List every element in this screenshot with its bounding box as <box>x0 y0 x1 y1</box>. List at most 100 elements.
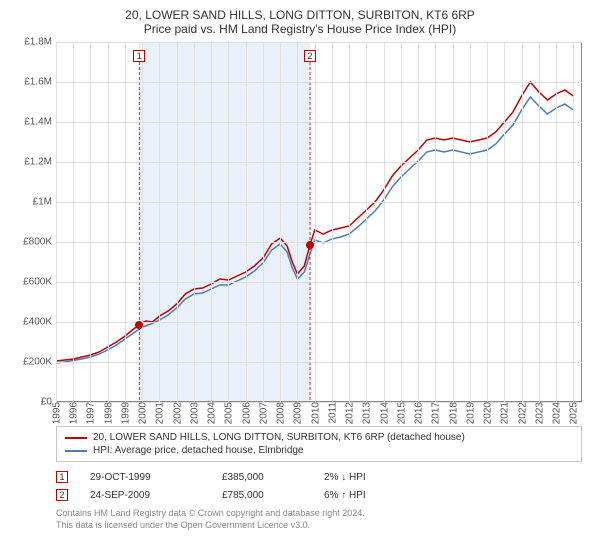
gridline-v <box>90 42 91 402</box>
gridline-v <box>366 42 367 402</box>
legend-label-series1: 20, LOWER SAND HILLS, LONG DITTON, SURBI… <box>93 432 465 443</box>
gridline-v <box>453 42 454 402</box>
gridline-v <box>573 42 574 402</box>
chart-container: 20, LOWER SAND HILLS, LONG DITTON, SURBI… <box>0 0 600 535</box>
x-axis-label: 1997 <box>84 402 97 424</box>
gridline-v <box>401 42 402 402</box>
transactions-table: 1 29-OCT-1999 £385,000 2% ↓ HPI 2 24-SEP… <box>56 468 582 504</box>
x-axis-label: 2014 <box>377 402 390 424</box>
x-axis-label: 2023 <box>532 402 545 424</box>
chart-marker-1: 1 <box>133 50 145 62</box>
gridline-v <box>504 42 505 402</box>
gridline-v <box>228 42 229 402</box>
legend-row-series2: HPI: Average price, detached house, Elmb… <box>65 444 573 457</box>
gridline-h <box>56 282 582 283</box>
gridline-h <box>56 162 582 163</box>
gridline-v <box>435 42 436 402</box>
txn-marker-1: 1 <box>56 471 68 483</box>
x-axis-label: 2025 <box>567 402 580 424</box>
x-axis-label: 2016 <box>412 402 425 424</box>
gridline-v <box>108 42 109 402</box>
x-axis-label: 2019 <box>463 402 476 424</box>
gridline-h <box>56 202 582 203</box>
gridline-v <box>418 42 419 402</box>
gridline-v <box>470 42 471 402</box>
x-axis-label: 2007 <box>256 402 269 424</box>
chart-marker-2: 2 <box>304 50 316 62</box>
y-axis-label: £1.2M <box>24 157 56 168</box>
legend: 20, LOWER SAND HILLS, LONG DITTON, SURBI… <box>56 426 582 462</box>
x-axis-label: 2002 <box>170 402 183 424</box>
x-axis-label: 2010 <box>308 402 321 424</box>
txn-delta-1: 2% ↓ HPI <box>324 472 366 483</box>
y-axis-label: £200K <box>23 357 56 368</box>
footnote: Contains HM Land Registry data © Crown c… <box>56 508 582 531</box>
x-axis-label: 2017 <box>429 402 442 424</box>
gridline-v <box>349 42 350 402</box>
chart-lines-svg <box>56 42 582 402</box>
y-axis-label: £1.4M <box>24 117 56 128</box>
gridline-v <box>194 42 195 402</box>
y-axis-label: £400K <box>23 317 56 328</box>
gridline-h <box>56 42 582 43</box>
gridline-v <box>56 42 57 402</box>
gridline-v <box>246 42 247 402</box>
y-axis-label: £1.6M <box>24 77 56 88</box>
x-axis-label: 2015 <box>394 402 407 424</box>
gridline-v <box>384 42 385 402</box>
y-axis-label: £1.8M <box>24 37 56 48</box>
x-axis-label: 2012 <box>343 402 356 424</box>
gridline-v <box>539 42 540 402</box>
gridline-h <box>56 122 582 123</box>
txn-delta-2: 6% ↑ HPI <box>324 490 366 501</box>
x-axis-label: 1995 <box>50 402 63 424</box>
footnote-line1: Contains HM Land Registry data © Crown c… <box>56 508 582 520</box>
x-axis-label: 2021 <box>498 402 511 424</box>
chart-title-line1: 20, LOWER SAND HILLS, LONG DITTON, SURBI… <box>12 8 588 22</box>
gridline-v <box>556 42 557 402</box>
gridline-v <box>332 42 333 402</box>
txn-price-2: £785,000 <box>222 490 302 501</box>
y-axis-label: £800K <box>23 237 56 248</box>
txn-marker-2: 2 <box>56 489 68 501</box>
x-axis-label: 2001 <box>153 402 166 424</box>
x-axis-label: 2018 <box>446 402 459 424</box>
gridline-v <box>125 42 126 402</box>
x-axis-label: 1998 <box>101 402 114 424</box>
x-axis-label: 2005 <box>222 402 235 424</box>
gridline-v <box>211 42 212 402</box>
txn-date-1: 29-OCT-1999 <box>90 472 200 483</box>
x-axis-label: 2022 <box>515 402 528 424</box>
gridline-v <box>522 42 523 402</box>
gridline-v <box>142 42 143 402</box>
x-axis-label: 2020 <box>481 402 494 424</box>
txn-date-2: 24-SEP-2009 <box>90 490 200 501</box>
gridline-v <box>263 42 264 402</box>
x-axis-label: 2011 <box>325 402 338 424</box>
gridline-h <box>56 242 582 243</box>
gridline-h <box>56 362 582 363</box>
x-axis-label: 2008 <box>274 402 287 424</box>
legend-swatch-series2 <box>65 450 87 452</box>
chart-title-line2: Price paid vs. HM Land Registry's House … <box>12 22 588 36</box>
gridline-v <box>73 42 74 402</box>
gridline-v <box>487 42 488 402</box>
y-axis-label: £600K <box>23 277 56 288</box>
x-axis-label: 2006 <box>239 402 252 424</box>
txn-row-2: 2 24-SEP-2009 £785,000 6% ↑ HPI <box>56 486 582 504</box>
gridline-v <box>177 42 178 402</box>
x-axis-label: 2000 <box>136 402 149 424</box>
x-axis-label: 2013 <box>360 402 373 424</box>
gridline-v <box>315 42 316 402</box>
gridline-v <box>159 42 160 402</box>
x-axis-label: 2009 <box>291 402 304 424</box>
x-axis-label: 2003 <box>187 402 200 424</box>
x-axis-label: 2024 <box>550 402 563 424</box>
legend-label-series2: HPI: Average price, detached house, Elmb… <box>93 445 304 456</box>
gridline-v <box>297 42 298 402</box>
plot-area: £0£200K£400K£600K£800K£1M£1.2M£1.4M£1.6M… <box>56 42 582 402</box>
transaction-point-2 <box>306 241 314 249</box>
gridline-v <box>280 42 281 402</box>
x-axis-label: 2004 <box>205 402 218 424</box>
y-axis-label: £1M <box>33 197 56 208</box>
